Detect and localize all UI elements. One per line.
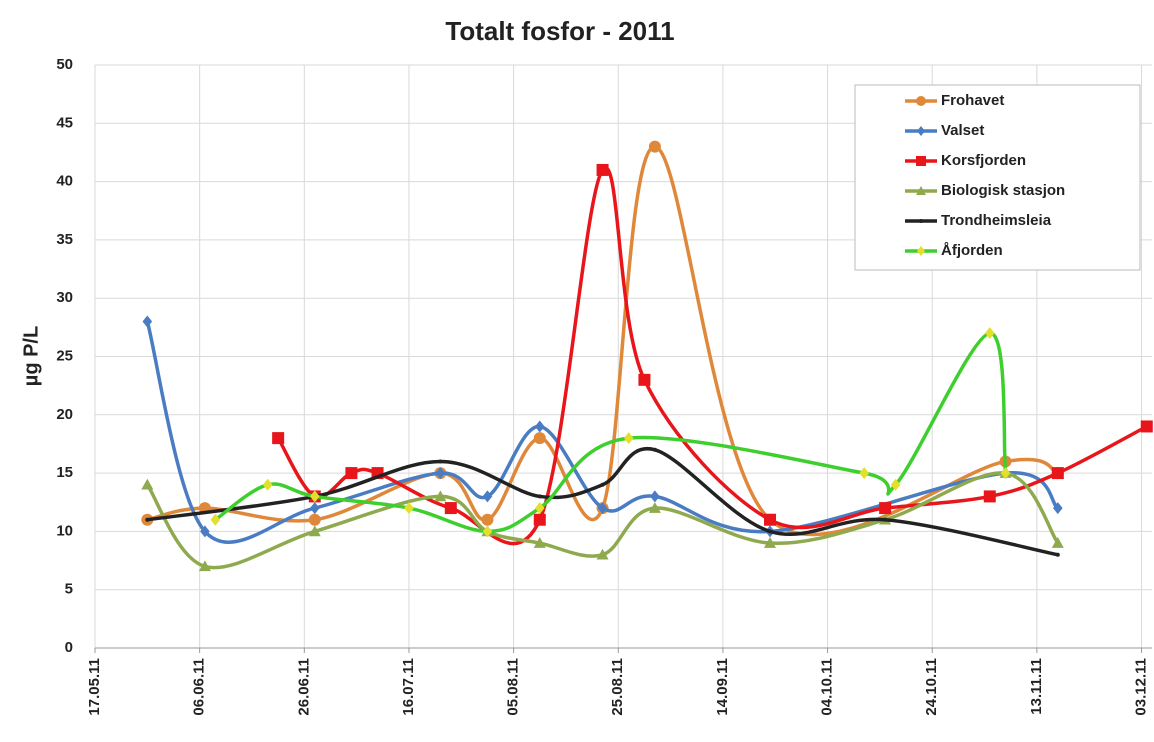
marker bbox=[309, 502, 320, 515]
y-tick-label: 10 bbox=[56, 522, 73, 539]
marker bbox=[262, 478, 273, 491]
y-tick-label: 30 bbox=[56, 289, 73, 306]
marker bbox=[596, 548, 609, 560]
marker bbox=[308, 525, 321, 537]
marker bbox=[1051, 467, 1064, 480]
marker bbox=[764, 513, 777, 526]
x-tick-label: 06.06.11 bbox=[191, 658, 208, 716]
marker bbox=[983, 490, 996, 503]
y-tick-label: 45 bbox=[56, 114, 73, 131]
marker bbox=[916, 186, 926, 195]
legend-label: Trondheimsleia bbox=[941, 212, 1052, 229]
line bbox=[147, 446, 1059, 557]
x-tick-label: 24.10.11 bbox=[923, 658, 940, 716]
x-tick-label: 17.05.11 bbox=[86, 658, 103, 716]
marker bbox=[883, 517, 888, 522]
legend-label: Biologisk stasjon bbox=[941, 182, 1065, 199]
legend-label: Korsfjorden bbox=[941, 152, 1026, 169]
x-tick-label: 04.10.11 bbox=[819, 658, 836, 716]
marker bbox=[198, 560, 211, 572]
marker bbox=[879, 502, 892, 515]
marker bbox=[648, 140, 661, 153]
marker bbox=[600, 482, 605, 487]
legend-label: Frohavet bbox=[941, 92, 1004, 109]
x-tick-label: 26.06.11 bbox=[295, 658, 312, 716]
y-tick-label: 5 bbox=[65, 581, 73, 598]
marker bbox=[534, 502, 545, 515]
y-axis-label: µg P/L bbox=[20, 326, 42, 386]
x-tick-label: 16.07.11 bbox=[400, 658, 417, 716]
marker bbox=[917, 126, 925, 136]
line bbox=[145, 471, 1060, 570]
marker bbox=[533, 432, 546, 445]
marker bbox=[534, 420, 545, 433]
marker bbox=[200, 525, 210, 538]
marker bbox=[984, 327, 995, 340]
chart-title: Totalt fosfor - 2011 bbox=[445, 16, 674, 46]
marker bbox=[652, 447, 657, 452]
x-tick-label: 25.08.11 bbox=[609, 658, 626, 716]
series bbox=[272, 163, 1153, 546]
x-tick-label: 03.12.11 bbox=[1133, 658, 1150, 716]
marker bbox=[1140, 420, 1153, 433]
marker bbox=[345, 467, 358, 480]
marker bbox=[434, 490, 447, 502]
marker bbox=[537, 494, 542, 499]
marker bbox=[597, 502, 608, 515]
marker bbox=[1055, 552, 1060, 557]
marker bbox=[481, 513, 494, 526]
marker bbox=[919, 219, 923, 223]
marker bbox=[916, 156, 926, 166]
y-tick-label: 50 bbox=[56, 56, 73, 73]
series bbox=[142, 315, 1063, 544]
legend-label: Åfjorden bbox=[941, 242, 1003, 259]
marker bbox=[650, 490, 660, 503]
marker bbox=[768, 529, 773, 534]
marker bbox=[482, 490, 493, 503]
x-tick-label: 13.11.11 bbox=[1028, 658, 1045, 715]
marker bbox=[145, 517, 150, 522]
marker bbox=[859, 467, 870, 480]
x-tick-label: 05.08.11 bbox=[505, 658, 522, 716]
x-tick-label: 14.09.11 bbox=[714, 658, 731, 716]
marker bbox=[890, 478, 901, 491]
marker bbox=[596, 163, 609, 176]
series bbox=[210, 327, 1011, 538]
marker bbox=[438, 459, 443, 464]
legend-label: Valset bbox=[941, 122, 984, 139]
legend: Frohavet Valset Korsfjorden Biologisk stasj… bbox=[854, 84, 1141, 271]
marker bbox=[1000, 467, 1011, 480]
marker bbox=[142, 315, 153, 328]
marker bbox=[444, 502, 457, 515]
marker bbox=[917, 246, 925, 256]
y-tick-label: 35 bbox=[56, 231, 73, 248]
y-tick-label: 20 bbox=[56, 406, 73, 423]
y-tick-label: 40 bbox=[56, 173, 73, 190]
marker bbox=[533, 513, 546, 526]
marker bbox=[648, 502, 661, 513]
marker bbox=[482, 525, 493, 538]
marker bbox=[435, 467, 446, 480]
marker bbox=[1051, 537, 1064, 548]
y-tick-label: 25 bbox=[56, 347, 73, 364]
marker bbox=[272, 432, 285, 445]
marker bbox=[141, 478, 154, 490]
marker bbox=[309, 490, 320, 503]
marker bbox=[623, 432, 634, 445]
marker bbox=[764, 537, 777, 548]
marker bbox=[210, 513, 221, 526]
marker bbox=[308, 513, 321, 526]
marker bbox=[1053, 502, 1063, 515]
marker bbox=[533, 537, 546, 548]
y-tick-label: 15 bbox=[56, 464, 73, 481]
marker bbox=[916, 96, 926, 106]
marker bbox=[404, 502, 414, 515]
legend-box bbox=[854, 84, 1141, 271]
y-tick-label: 0 bbox=[65, 639, 73, 656]
marker bbox=[638, 373, 651, 386]
